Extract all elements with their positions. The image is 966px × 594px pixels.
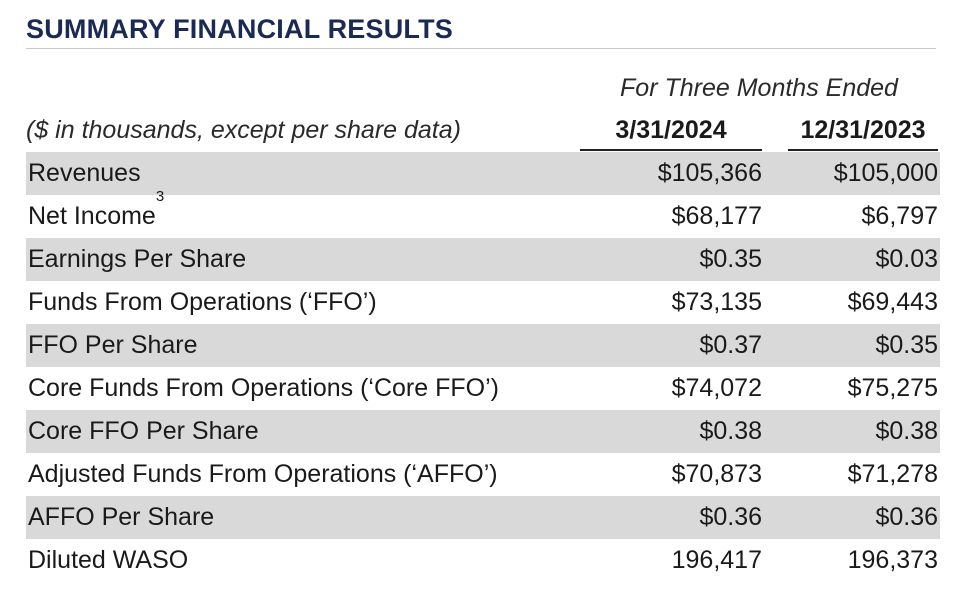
title-divider bbox=[26, 48, 936, 49]
column-header-underline bbox=[788, 149, 938, 151]
row-label: Core Funds From Operations (‘Core FFO’) bbox=[28, 367, 499, 410]
value-q1-2024: $0.37 bbox=[699, 331, 762, 359]
row-label: Earnings Per Share bbox=[28, 238, 246, 281]
value-q1-2024: $0.36 bbox=[699, 503, 762, 531]
footnote-marker: 3 bbox=[155, 188, 165, 205]
financial-results-table: Revenues $105,366 $105,000 Net Income3 $… bbox=[26, 152, 940, 582]
table-row: Core Funds From Operations (‘Core FFO’) … bbox=[26, 367, 940, 410]
row-label-text: Net Income bbox=[28, 202, 156, 230]
column-header-underline bbox=[580, 149, 762, 151]
row-label-text: Revenues bbox=[28, 159, 141, 187]
value-q4-2023: $69,443 bbox=[847, 288, 938, 316]
table-row: Funds From Operations (‘FFO’) $73,135 $6… bbox=[26, 281, 940, 324]
column-header-q4-2023: 12/31/2023 bbox=[800, 116, 926, 144]
value-q4-2023: 196,373 bbox=[847, 546, 938, 574]
row-label: FFO Per Share bbox=[28, 324, 198, 367]
value-q4-2023: $0.03 bbox=[875, 245, 938, 273]
row-label-text: Funds From Operations (‘FFO’) bbox=[28, 288, 377, 316]
value-q1-2024: $68,177 bbox=[671, 202, 762, 230]
row-label: Core FFO Per Share bbox=[28, 410, 259, 453]
value-q4-2023: $75,275 bbox=[847, 374, 938, 402]
value-q4-2023: $0.36 bbox=[875, 503, 938, 531]
value-q1-2024: $0.38 bbox=[699, 417, 762, 445]
row-label: Adjusted Funds From Operations (‘AFFO’) bbox=[28, 453, 498, 496]
value-q4-2023: $71,278 bbox=[847, 460, 938, 488]
row-label: Funds From Operations (‘FFO’) bbox=[28, 281, 377, 324]
row-label-text: Core Funds From Operations (‘Core FFO’) bbox=[28, 374, 499, 402]
value-q1-2024: $0.35 bbox=[699, 245, 762, 273]
row-label-text: AFFO Per Share bbox=[28, 503, 215, 531]
table-row: Earnings Per Share $0.35 $0.03 bbox=[26, 238, 940, 281]
row-label: Revenues bbox=[28, 152, 141, 195]
value-q1-2024: $70,873 bbox=[671, 460, 762, 488]
row-label-text: Diluted WASO bbox=[28, 546, 189, 574]
value-q1-2024: $74,072 bbox=[671, 374, 762, 402]
value-q4-2023: $0.38 bbox=[875, 417, 938, 445]
row-label: Diluted WASO bbox=[28, 539, 188, 582]
row-label-text: Core FFO Per Share bbox=[28, 417, 259, 445]
value-q4-2023: $0.35 bbox=[875, 331, 938, 359]
row-label: Net Income3 bbox=[28, 189, 164, 238]
value-q4-2023: $6,797 bbox=[861, 202, 938, 230]
table-row: Net Income3 $68,177 $6,797 bbox=[26, 189, 940, 238]
value-q1-2024: $105,366 bbox=[657, 159, 762, 187]
value-q4-2023: $105,000 bbox=[833, 159, 938, 187]
section-title: SUMMARY FINANCIAL RESULTS bbox=[26, 14, 454, 44]
column-header-q1-2024: 3/31/2024 bbox=[615, 116, 727, 144]
table-row: AFFO Per Share $0.36 $0.36 bbox=[26, 496, 940, 539]
period-header: For Three Months Ended bbox=[620, 74, 898, 102]
row-label-text: Adjusted Funds From Operations (‘AFFO’) bbox=[28, 460, 498, 488]
table-row: FFO Per Share $0.37 $0.35 bbox=[26, 324, 940, 367]
value-q1-2024: 196,417 bbox=[671, 546, 762, 574]
table-row: Core FFO Per Share $0.38 $0.38 bbox=[26, 410, 940, 453]
units-note: ($ in thousands, except per share data) bbox=[26, 116, 461, 144]
row-label: AFFO Per Share bbox=[28, 496, 214, 539]
table-row: Adjusted Funds From Operations (‘AFFO’) … bbox=[26, 453, 940, 496]
table-row: Diluted WASO 196,417 196,373 bbox=[26, 539, 940, 582]
value-q1-2024: $73,135 bbox=[671, 288, 762, 316]
table-row: Revenues $105,366 $105,000 bbox=[26, 152, 940, 195]
row-label-text: FFO Per Share bbox=[28, 331, 198, 359]
row-label-text: Earnings Per Share bbox=[28, 245, 247, 273]
